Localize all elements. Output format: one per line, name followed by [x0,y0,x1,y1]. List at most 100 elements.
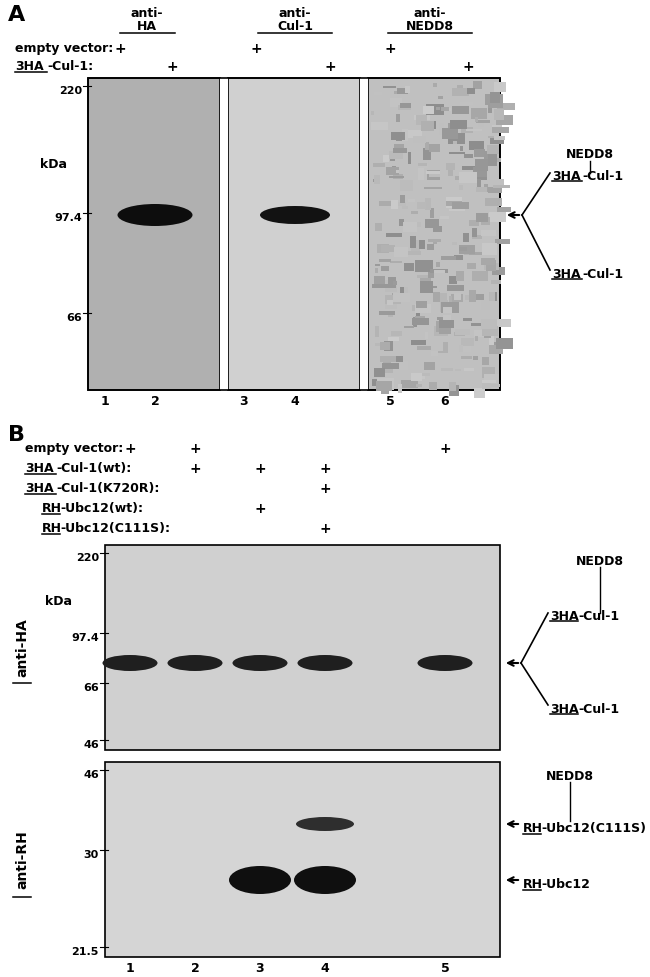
Bar [88,78,500,390]
Bar [455,368,461,371]
Bar [421,121,434,131]
Bar [385,300,396,310]
Bar [376,243,389,253]
Bar [482,380,496,383]
Text: +: + [319,482,331,496]
Bar [434,292,440,302]
Bar [88,78,220,390]
Bar [423,149,432,160]
Bar [452,242,456,244]
Bar [389,261,402,263]
Bar [429,173,440,177]
Bar [418,168,424,180]
Bar [485,200,501,203]
Bar [461,127,473,133]
Bar [449,296,452,302]
Bar [448,385,460,396]
Bar [447,285,463,291]
Bar [415,317,425,324]
Text: 97.4: 97.4 [54,213,82,223]
Bar [482,325,498,336]
Bar [452,88,469,96]
Bar [380,356,395,362]
Bar [392,202,406,205]
Bar [490,374,499,376]
Bar [385,295,401,304]
Text: NEDD8: NEDD8 [566,148,614,161]
Bar [463,318,472,320]
Bar [373,163,385,167]
Text: 3HA: 3HA [552,268,580,281]
Bar [404,263,414,272]
Bar [378,259,391,262]
Bar [389,155,395,160]
Bar [497,103,515,110]
Bar [396,132,408,141]
Bar [411,239,420,251]
Bar [391,132,406,141]
Bar [477,179,480,187]
Ellipse shape [417,655,473,671]
Bar [481,319,497,329]
Bar [497,180,504,189]
Text: -Cul-1(wt):: -Cul-1(wt): [56,462,131,475]
Bar [491,127,509,133]
Bar [431,285,437,288]
Bar [360,78,368,390]
Bar [487,145,499,154]
Bar [394,145,404,152]
Bar [490,136,504,144]
Text: anti-: anti- [279,7,311,20]
Bar [441,106,449,111]
Text: +: + [254,462,266,476]
Text: 66: 66 [66,313,82,323]
Bar [375,344,385,347]
Bar [488,99,503,108]
Bar [474,388,486,398]
Bar [472,234,482,238]
Text: -Cul-1(K720R):: -Cul-1(K720R): [56,482,159,495]
Bar [488,107,491,112]
Bar [491,342,500,345]
Bar [496,338,513,349]
Bar [443,315,451,325]
Bar [419,239,424,249]
Text: -Cul-1: -Cul-1 [582,268,623,281]
Bar [376,381,392,391]
Text: anti-: anti- [414,7,447,20]
Text: 21.5: 21.5 [72,947,99,957]
Text: 3: 3 [239,395,247,408]
Bar [491,384,500,387]
Bar [375,326,379,337]
Text: +: + [124,442,136,456]
Bar [374,224,382,232]
Bar [413,318,417,326]
Bar [415,384,422,387]
Bar [372,379,388,386]
Bar [374,175,380,184]
Bar [493,157,501,162]
Bar [410,236,416,248]
Text: NEDD8: NEDD8 [406,20,454,33]
Bar [493,186,510,189]
Bar [448,169,454,176]
Bar [408,152,411,164]
Bar [379,201,391,206]
Bar [373,196,391,199]
Bar [474,159,488,171]
Bar [478,123,484,127]
Bar [489,336,494,345]
Bar [449,382,456,391]
Bar [426,105,444,114]
Bar [464,153,473,158]
Bar [472,229,477,237]
Bar [482,383,491,389]
Bar [388,337,398,341]
Bar [439,320,454,327]
Bar [455,176,466,180]
Bar [424,187,442,189]
Bar [465,295,473,300]
Bar [460,172,477,183]
Bar [383,86,396,88]
Bar [491,280,501,284]
